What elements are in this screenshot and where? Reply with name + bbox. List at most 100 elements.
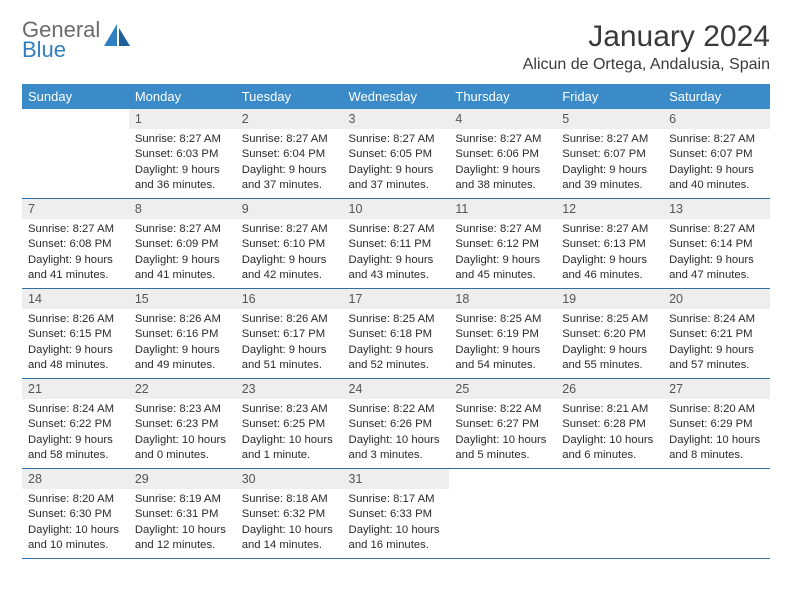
calendar-cell <box>449 469 556 559</box>
day-details: Sunrise: 8:22 AMSunset: 6:26 PMDaylight:… <box>343 399 450 468</box>
day-details: Sunrise: 8:17 AMSunset: 6:33 PMDaylight:… <box>343 489 450 558</box>
calendar-week-row: 14Sunrise: 8:26 AMSunset: 6:15 PMDayligh… <box>22 289 770 379</box>
calendar-cell: 17Sunrise: 8:25 AMSunset: 6:18 PMDayligh… <box>343 289 450 379</box>
day-number: 30 <box>236 469 343 489</box>
logo: General Blue <box>22 20 130 60</box>
calendar-week-row: 1Sunrise: 8:27 AMSunset: 6:03 PMDaylight… <box>22 109 770 199</box>
day-number: 18 <box>449 289 556 309</box>
sail-icon <box>104 24 130 51</box>
day-number <box>449 469 556 475</box>
location: Alicun de Ortega, Andalusia, Spain <box>523 56 770 74</box>
day-number <box>22 109 129 115</box>
day-details: Sunrise: 8:24 AMSunset: 6:22 PMDaylight:… <box>22 399 129 468</box>
calendar-cell: 23Sunrise: 8:23 AMSunset: 6:25 PMDayligh… <box>236 379 343 469</box>
day-number: 4 <box>449 109 556 129</box>
day-number: 6 <box>663 109 770 129</box>
weekday-header-row: SundayMondayTuesdayWednesdayThursdayFrid… <box>22 84 770 109</box>
day-details: Sunrise: 8:23 AMSunset: 6:23 PMDaylight:… <box>129 399 236 468</box>
day-number: 17 <box>343 289 450 309</box>
day-number: 25 <box>449 379 556 399</box>
day-number: 22 <box>129 379 236 399</box>
weekday-header: Saturday <box>663 84 770 109</box>
calendar-cell: 24Sunrise: 8:22 AMSunset: 6:26 PMDayligh… <box>343 379 450 469</box>
day-details: Sunrise: 8:27 AMSunset: 6:10 PMDaylight:… <box>236 219 343 288</box>
calendar-cell: 6Sunrise: 8:27 AMSunset: 6:07 PMDaylight… <box>663 109 770 199</box>
header: General Blue January 2024 Alicun de Orte… <box>22 20 770 74</box>
logo-line2: Blue <box>22 40 100 60</box>
day-details: Sunrise: 8:20 AMSunset: 6:30 PMDaylight:… <box>22 489 129 558</box>
calendar-cell: 30Sunrise: 8:18 AMSunset: 6:32 PMDayligh… <box>236 469 343 559</box>
calendar-cell: 18Sunrise: 8:25 AMSunset: 6:19 PMDayligh… <box>449 289 556 379</box>
calendar-cell: 8Sunrise: 8:27 AMSunset: 6:09 PMDaylight… <box>129 199 236 289</box>
day-details: Sunrise: 8:25 AMSunset: 6:18 PMDaylight:… <box>343 309 450 378</box>
calendar-cell: 26Sunrise: 8:21 AMSunset: 6:28 PMDayligh… <box>556 379 663 469</box>
day-number: 7 <box>22 199 129 219</box>
day-details: Sunrise: 8:27 AMSunset: 6:13 PMDaylight:… <box>556 219 663 288</box>
day-number <box>663 469 770 475</box>
day-details: Sunrise: 8:20 AMSunset: 6:29 PMDaylight:… <box>663 399 770 468</box>
calendar-cell: 3Sunrise: 8:27 AMSunset: 6:05 PMDaylight… <box>343 109 450 199</box>
calendar-cell: 25Sunrise: 8:22 AMSunset: 6:27 PMDayligh… <box>449 379 556 469</box>
title-block: January 2024 Alicun de Ortega, Andalusia… <box>523 20 770 74</box>
calendar-cell <box>556 469 663 559</box>
day-details: Sunrise: 8:25 AMSunset: 6:20 PMDaylight:… <box>556 309 663 378</box>
day-number: 31 <box>343 469 450 489</box>
calendar-cell: 19Sunrise: 8:25 AMSunset: 6:20 PMDayligh… <box>556 289 663 379</box>
day-details: Sunrise: 8:26 AMSunset: 6:15 PMDaylight:… <box>22 309 129 378</box>
calendar-cell: 2Sunrise: 8:27 AMSunset: 6:04 PMDaylight… <box>236 109 343 199</box>
calendar-week-row: 21Sunrise: 8:24 AMSunset: 6:22 PMDayligh… <box>22 379 770 469</box>
day-details: Sunrise: 8:27 AMSunset: 6:08 PMDaylight:… <box>22 219 129 288</box>
calendar-cell: 11Sunrise: 8:27 AMSunset: 6:12 PMDayligh… <box>449 199 556 289</box>
day-details: Sunrise: 8:27 AMSunset: 6:11 PMDaylight:… <box>343 219 450 288</box>
day-number: 15 <box>129 289 236 309</box>
day-number: 26 <box>556 379 663 399</box>
calendar-cell: 13Sunrise: 8:27 AMSunset: 6:14 PMDayligh… <box>663 199 770 289</box>
weekday-header: Thursday <box>449 84 556 109</box>
calendar-cell: 29Sunrise: 8:19 AMSunset: 6:31 PMDayligh… <box>129 469 236 559</box>
day-details: Sunrise: 8:27 AMSunset: 6:12 PMDaylight:… <box>449 219 556 288</box>
calendar-cell: 21Sunrise: 8:24 AMSunset: 6:22 PMDayligh… <box>22 379 129 469</box>
calendar-cell: 22Sunrise: 8:23 AMSunset: 6:23 PMDayligh… <box>129 379 236 469</box>
day-details: Sunrise: 8:21 AMSunset: 6:28 PMDaylight:… <box>556 399 663 468</box>
day-details: Sunrise: 8:18 AMSunset: 6:32 PMDaylight:… <box>236 489 343 558</box>
day-number: 5 <box>556 109 663 129</box>
day-details: Sunrise: 8:25 AMSunset: 6:19 PMDaylight:… <box>449 309 556 378</box>
calendar-cell: 9Sunrise: 8:27 AMSunset: 6:10 PMDaylight… <box>236 199 343 289</box>
day-number: 13 <box>663 199 770 219</box>
calendar-cell: 14Sunrise: 8:26 AMSunset: 6:15 PMDayligh… <box>22 289 129 379</box>
weekday-header: Friday <box>556 84 663 109</box>
day-details: Sunrise: 8:23 AMSunset: 6:25 PMDaylight:… <box>236 399 343 468</box>
day-details: Sunrise: 8:26 AMSunset: 6:17 PMDaylight:… <box>236 309 343 378</box>
calendar-table: SundayMondayTuesdayWednesdayThursdayFrid… <box>22 84 770 559</box>
day-details: Sunrise: 8:22 AMSunset: 6:27 PMDaylight:… <box>449 399 556 468</box>
day-number: 21 <box>22 379 129 399</box>
weekday-header: Sunday <box>22 84 129 109</box>
day-number: 24 <box>343 379 450 399</box>
day-number: 27 <box>663 379 770 399</box>
day-number: 19 <box>556 289 663 309</box>
day-details: Sunrise: 8:27 AMSunset: 6:06 PMDaylight:… <box>449 129 556 198</box>
month-title: January 2024 <box>523 20 770 54</box>
day-details: Sunrise: 8:24 AMSunset: 6:21 PMDaylight:… <box>663 309 770 378</box>
weekday-header: Monday <box>129 84 236 109</box>
weekday-header: Wednesday <box>343 84 450 109</box>
day-number: 28 <box>22 469 129 489</box>
calendar-week-row: 7Sunrise: 8:27 AMSunset: 6:08 PMDaylight… <box>22 199 770 289</box>
calendar-cell: 20Sunrise: 8:24 AMSunset: 6:21 PMDayligh… <box>663 289 770 379</box>
calendar-cell: 28Sunrise: 8:20 AMSunset: 6:30 PMDayligh… <box>22 469 129 559</box>
day-number: 23 <box>236 379 343 399</box>
day-details: Sunrise: 8:27 AMSunset: 6:04 PMDaylight:… <box>236 129 343 198</box>
calendar-cell: 15Sunrise: 8:26 AMSunset: 6:16 PMDayligh… <box>129 289 236 379</box>
day-details: Sunrise: 8:27 AMSunset: 6:07 PMDaylight:… <box>556 129 663 198</box>
day-number: 29 <box>129 469 236 489</box>
day-details: Sunrise: 8:27 AMSunset: 6:03 PMDaylight:… <box>129 129 236 198</box>
day-number: 14 <box>22 289 129 309</box>
day-number: 2 <box>236 109 343 129</box>
calendar-cell: 27Sunrise: 8:20 AMSunset: 6:29 PMDayligh… <box>663 379 770 469</box>
calendar-cell: 10Sunrise: 8:27 AMSunset: 6:11 PMDayligh… <box>343 199 450 289</box>
day-details: Sunrise: 8:27 AMSunset: 6:14 PMDaylight:… <box>663 219 770 288</box>
calendar-cell: 4Sunrise: 8:27 AMSunset: 6:06 PMDaylight… <box>449 109 556 199</box>
calendar-cell: 1Sunrise: 8:27 AMSunset: 6:03 PMDaylight… <box>129 109 236 199</box>
day-details: Sunrise: 8:27 AMSunset: 6:09 PMDaylight:… <box>129 219 236 288</box>
calendar-cell <box>22 109 129 199</box>
